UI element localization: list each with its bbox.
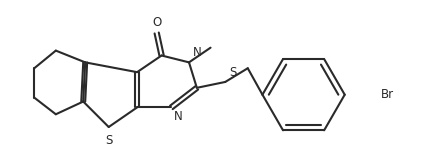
Text: Br: Br: [381, 88, 394, 101]
Text: O: O: [152, 16, 161, 29]
Text: N: N: [193, 46, 201, 59]
Text: S: S: [105, 134, 112, 147]
Text: N: N: [174, 110, 183, 123]
Text: S: S: [229, 66, 236, 79]
